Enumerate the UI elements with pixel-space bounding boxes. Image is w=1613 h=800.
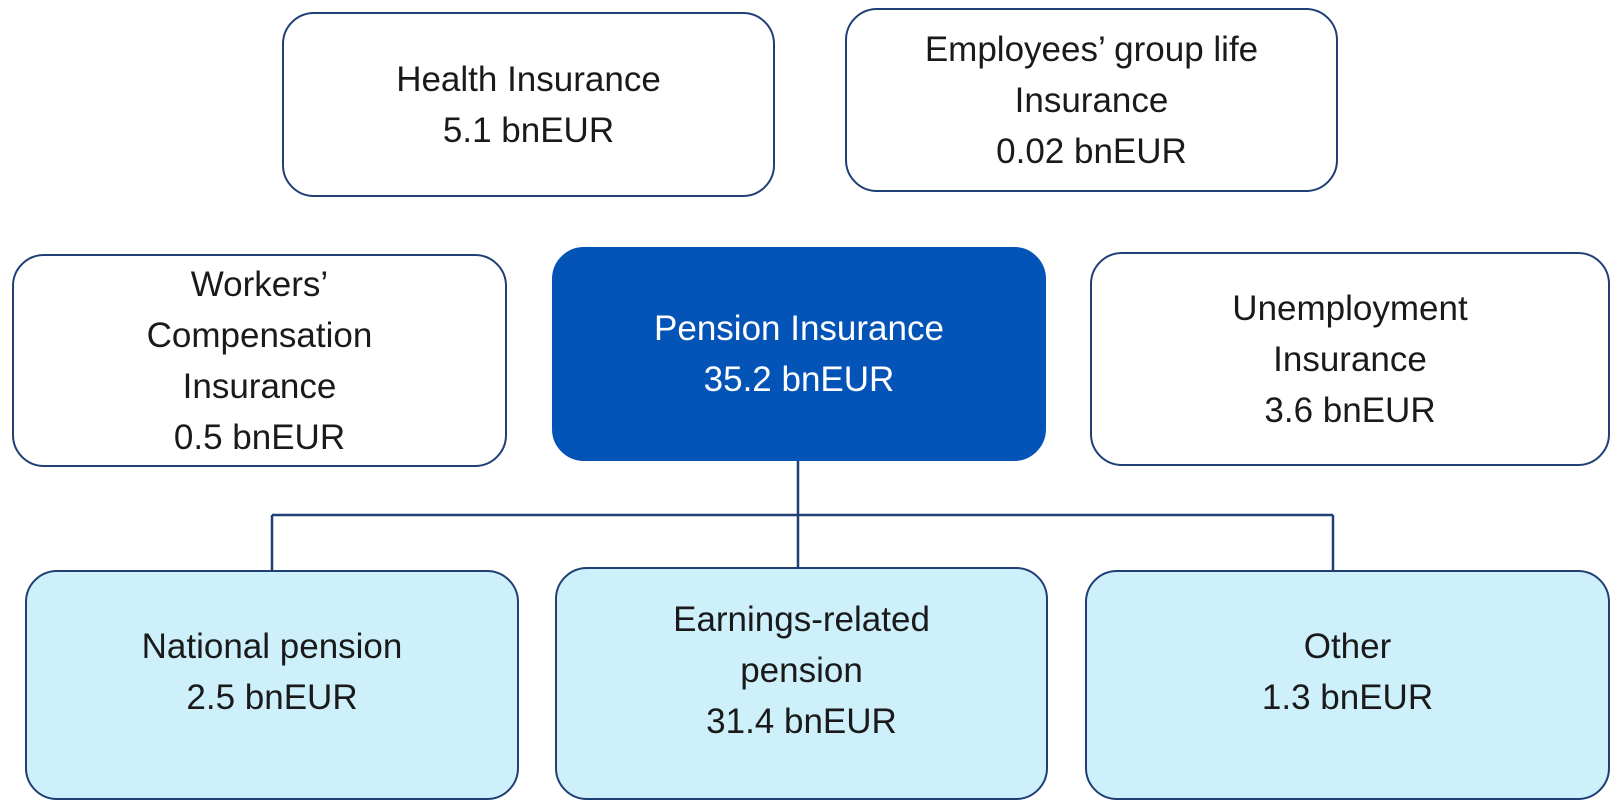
node-label: 5.1 bnEUR — [442, 110, 615, 150]
node-label: 35.2 bnEUR — [703, 360, 895, 399]
node-label: 1.3 bnEUR — [1261, 678, 1434, 717]
node-label: 2.5 bnEUR — [186, 678, 358, 717]
node-label: Other — [1303, 627, 1392, 666]
node-label: Compensation — [146, 315, 373, 355]
node-label: 0.5 bnEUR — [173, 417, 346, 457]
node: Health Insurance 5.1 bnEUR — [282, 12, 775, 197]
node: Workers’ Compensation Insurance 0.5 bnEUR — [12, 254, 507, 467]
node: Unemployment Insurance 3.6 bnEUR — [1090, 252, 1610, 466]
node: National pension 2.5 bnEUR — [25, 570, 519, 800]
node-label: Unemployment — [1232, 288, 1468, 328]
node-label: pension — [740, 651, 863, 690]
node-label: Insurance — [1273, 339, 1427, 379]
node-label: Workers’ — [190, 264, 329, 304]
node: Earnings-related pension 31.4 bnEUR — [555, 567, 1048, 800]
node-label: Pension Insurance — [654, 309, 944, 348]
node-label: 0.02 bnEUR — [996, 131, 1187, 171]
node: Other 1.3 bnEUR — [1085, 570, 1610, 800]
node-label: Earnings-related — [673, 600, 930, 639]
node: Employees’ group life Insurance 0.02 bnEUR — [845, 8, 1338, 192]
node-label: Insurance — [1014, 80, 1169, 120]
node-label: 3.6 bnEUR — [1264, 390, 1436, 430]
page: {"nodes": [ {"lines": ["Health Insurance… — [12, 8, 1610, 800]
node-label: Employees’ group life — [924, 29, 1259, 69]
node-label: 31.4 bnEUR — [706, 702, 897, 741]
node-label: Insurance — [182, 366, 337, 406]
connectors — [270, 461, 1335, 571]
node-label: Health Insurance — [396, 59, 661, 99]
node-label: National pension — [141, 627, 403, 666]
node: Pension Insurance 35.2 bnEUR — [552, 247, 1046, 461]
